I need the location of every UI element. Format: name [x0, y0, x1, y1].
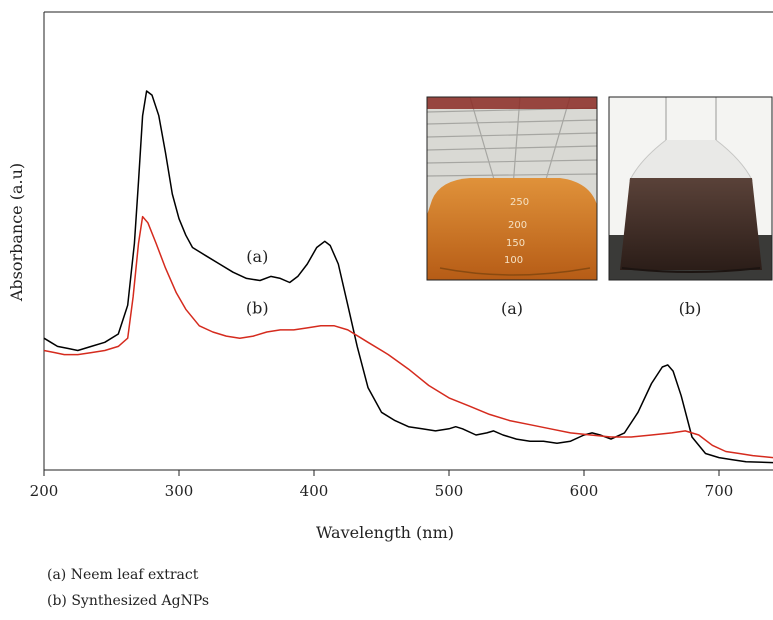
legend-item-neem-extract: (a) Neem leaf extract [47, 567, 199, 583]
x-axis-title: Wavelength (nm) [316, 523, 454, 542]
x-tick-label: 500 [435, 482, 464, 500]
series-line-a [43, 90, 773, 464]
legend-item-agnps: (b) Synthesized AgNPs [47, 593, 210, 609]
inset-caption-b: (b) [679, 299, 702, 318]
flask-marking: 150 [506, 238, 525, 249]
x-tick-label: 600 [570, 482, 599, 500]
chart: 200 300 400 500 600 700 (a) (b) [7, 11, 773, 542]
flask-marking: 100 [504, 255, 523, 266]
x-tick-label: 400 [300, 482, 329, 500]
plot-frame [43, 11, 773, 471]
x-ticks: 200 300 400 500 600 700 [30, 470, 734, 500]
curves [43, 90, 773, 464]
inset-caption-a: (a) [501, 299, 523, 318]
y-axis-title: Absorbance (a.u) [7, 163, 26, 302]
x-tick-label: 700 [705, 482, 734, 500]
inset-photo-a: 250 200 150 100 [426, 96, 598, 281]
x-tick-label: 300 [165, 482, 194, 500]
inset-photo-b [608, 96, 773, 281]
x-tick-label: 200 [30, 482, 59, 500]
curve-labels: (a) (b) [246, 247, 269, 318]
curve-label-a: (a) [246, 247, 268, 266]
flask-marking: 200 [508, 220, 527, 231]
curve-label-b: (b) [246, 298, 269, 317]
series-line-b [43, 215, 773, 459]
flask-marking: 250 [510, 197, 529, 208]
